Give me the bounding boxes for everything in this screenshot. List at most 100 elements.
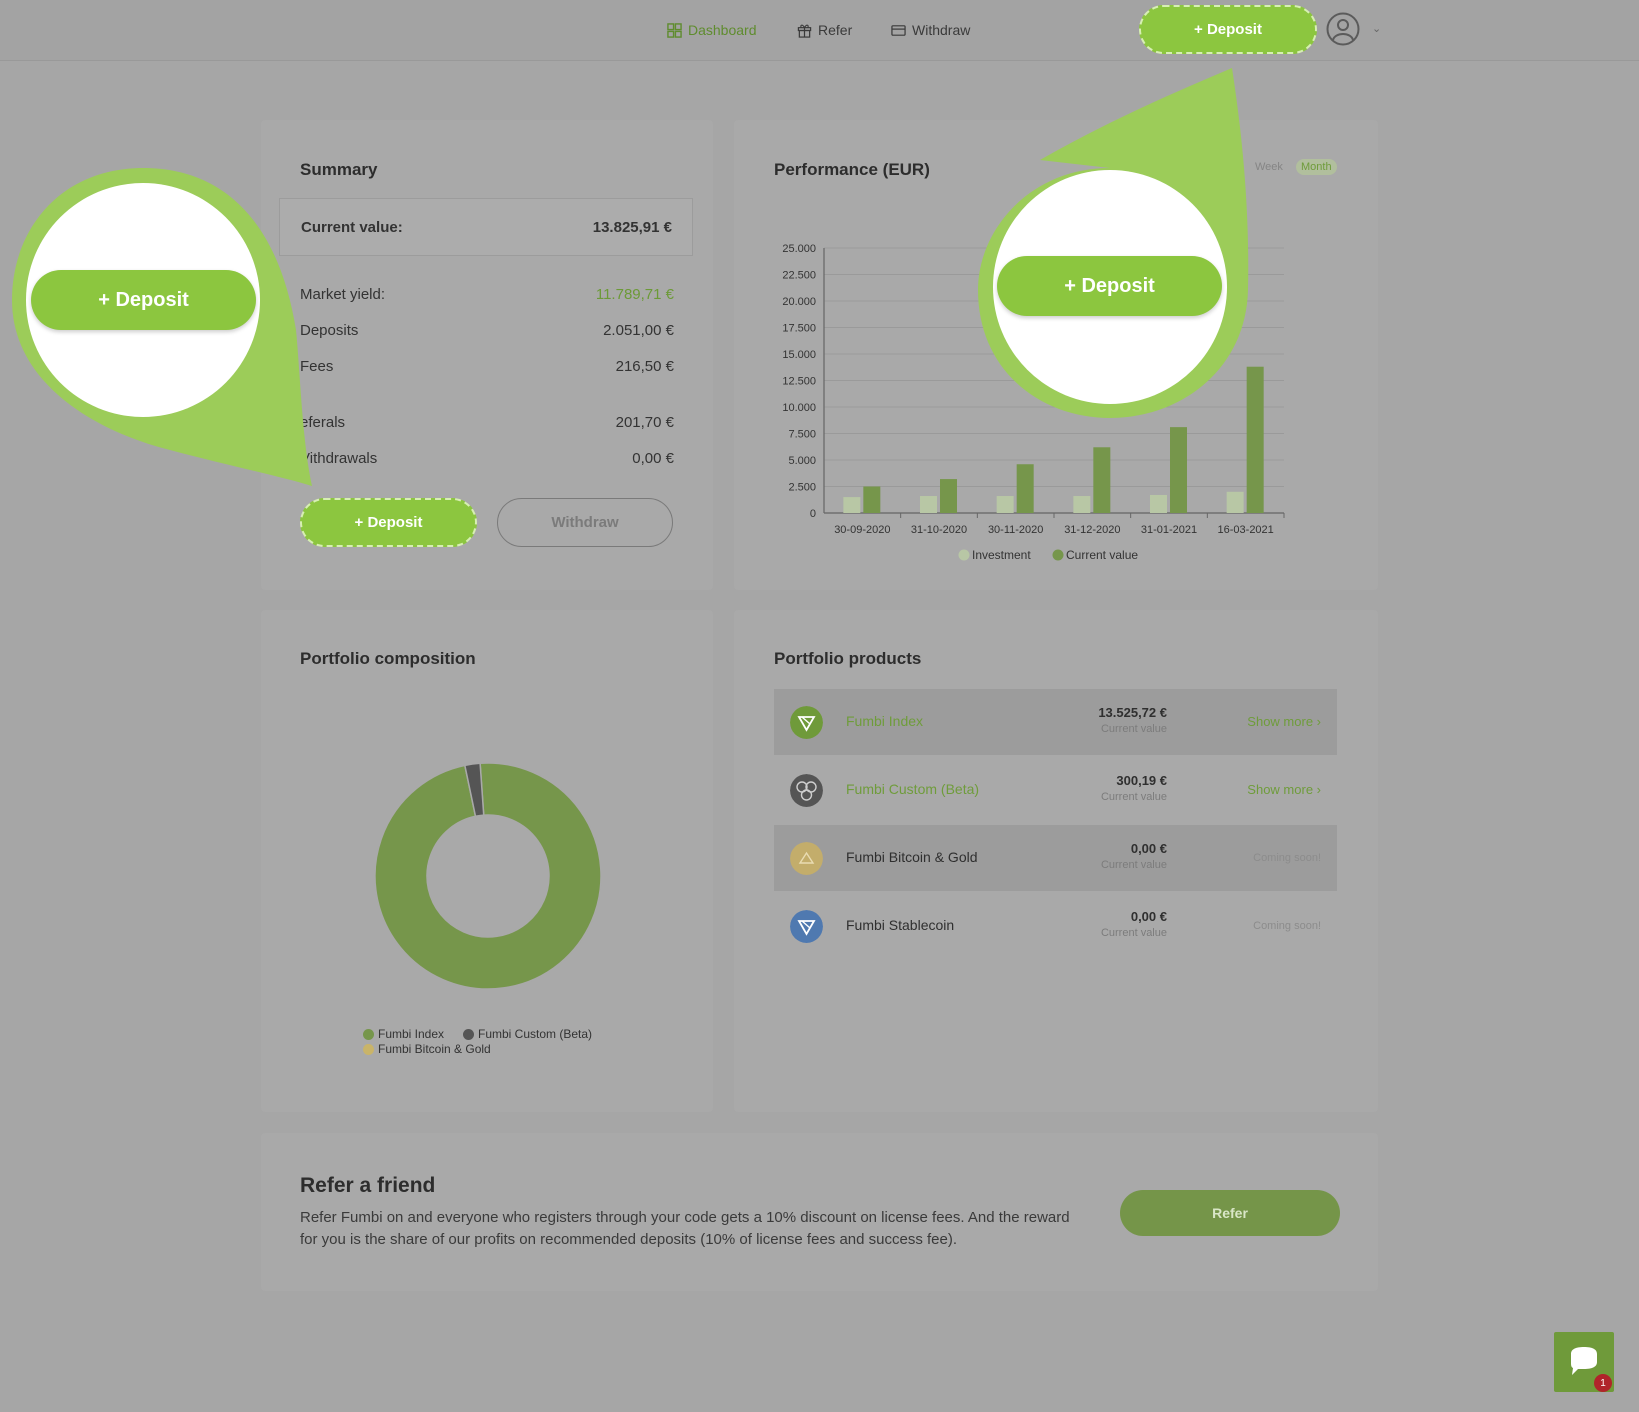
user-avatar-icon[interactable] [1326,12,1360,46]
current-value-box: Current value: 13.825,91 € [279,198,693,256]
legend-label: Fumbi Custom (Beta) [478,1027,593,1041]
refer-title: Refer a friend [300,1174,436,1197]
coming-soon-label: Coming soon! [1253,920,1321,932]
legend-label: Fumbi Bitcoin & Gold [378,1042,491,1056]
chevron-down-icon[interactable]: ⌄ [1372,23,1382,35]
bar-investment [1226,491,1244,513]
bar-investment [920,496,937,513]
product-value-caption: Current value [1100,927,1167,939]
callout-deposit-button-left[interactable]: + Deposit [31,270,256,330]
legend-swatch [1052,549,1064,561]
fumbi-index-icon [790,706,823,739]
show-more-link[interactable]: Show more › [1247,714,1321,729]
callout-deposit-button-right[interactable]: + Deposit [997,256,1222,316]
portfolio-donut-chart [374,762,602,990]
product-value-caption: Current value [1100,723,1167,735]
legend-label: Current value [1066,548,1138,562]
product-value: 300,19 € [1116,773,1167,788]
row-value: 2.051,00 € [603,322,674,339]
y-tick-label: 17.500 [782,323,816,335]
y-tick-label: 0 [810,508,816,520]
row-value: 201,70 € [615,414,674,431]
product-value: 0,00 € [1130,841,1167,856]
toggle-month[interactable]: Month [1296,159,1337,175]
deposits-row: Deposits 2.051,00 € [300,322,674,339]
x-tick-label: 31-10-2020 [911,524,967,536]
chat-notification-badge: 1 [1594,1374,1612,1392]
y-tick-label: 22.500 [782,270,816,282]
product-value-caption: Current value [1100,791,1167,803]
market-yield-row: Market yield: 11.789,71 € [300,286,674,303]
referals-row: eferals 201,70 € [300,414,674,431]
composition-card [261,610,713,1112]
nav-withdraw-label: Withdraw [912,22,971,38]
product-row-fumbi-custom[interactable]: Fumbi Custom (Beta) 300,19 € Current val… [774,757,1337,823]
summary-withdraw-button[interactable]: Withdraw [497,498,673,547]
nav-dashboard[interactable]: Dashboard [667,20,757,40]
coming-soon-label: Coming soon! [1253,852,1321,864]
bar-investment [1073,496,1091,513]
withdrawals-row: Vithdrawals 0,00 € [300,450,674,467]
current-value-label: Current value: [301,219,403,236]
bar-investment [996,496,1014,513]
y-tick-label: 10.000 [782,402,816,414]
bar-current-value [863,486,881,513]
current-value-amount: 13.825,91 € [592,219,672,236]
summary-title: Summary [300,160,378,179]
fees-row: Fees 216,50 € [300,358,674,375]
header-deposit-button[interactable]: + Deposit [1139,5,1317,54]
donut-slice [374,762,602,990]
x-tick-label: 31-12-2020 [1064,524,1120,536]
legend-fumbi-custom: Fumbi Custom (Beta) [463,1027,592,1041]
y-tick-label: 20.000 [782,296,816,308]
product-row-fumbi-stablecoin: Fumbi Stablecoin 0,00 € Current value Co… [774,893,1337,959]
product-name: Fumbi Bitcoin & Gold [846,849,978,865]
card-icon [891,24,906,36]
product-value: 13.525,72 € [1098,705,1167,720]
product-value: 0,00 € [1130,909,1167,924]
nav-dashboard-label: Dashboard [688,22,757,38]
fumbi-stablecoin-icon [790,910,823,943]
products-title: Portfolio products [774,649,922,668]
row-label: Deposits [300,322,359,339]
product-value-caption: Current value [1100,859,1167,871]
gift-icon [797,24,812,38]
product-name: Fumbi Stablecoin [846,917,955,933]
donut-slice [463,762,485,818]
bar-current-value [1016,464,1034,513]
summary-deposit-button[interactable]: + Deposit [300,498,477,547]
row-label: Vithdrawals [300,450,378,467]
grid-icon [667,22,682,38]
nav-withdraw[interactable]: Withdraw [891,20,970,40]
product-row-fumbi-bitcoin-gold: Fumbi Bitcoin & Gold 0,00 € Current valu… [774,825,1337,891]
y-tick-label: 25.000 [782,243,816,255]
product-name[interactable]: Fumbi Custom (Beta) [846,781,980,797]
x-tick-label: 30-09-2020 [834,524,890,536]
nav-refer[interactable]: Refer [797,20,852,40]
top-navigation-bar: Dashboard Refer Withdraw [0,0,1639,61]
product-row-fumbi-index[interactable]: Fumbi Index 13.525,72 € Current value Sh… [774,689,1337,755]
bar-current-value [940,479,957,513]
toggle-week[interactable]: Week [1255,161,1283,173]
bar-current-value [1170,427,1187,513]
row-value: 0,00 € [632,450,674,467]
x-tick-label: 16-03-2021 [1218,524,1274,536]
refer-description: Refer Fumbi on and everyone who register… [300,1209,1070,1248]
performance-title: Performance (EUR) [774,160,930,179]
row-label: Market yield: [300,286,386,303]
y-tick-label: 7.500 [788,429,816,441]
product-name[interactable]: Fumbi Index [846,713,924,729]
bar-investment [843,497,861,513]
y-tick-label: 5.000 [788,455,816,467]
bar-current-value [1093,447,1111,513]
y-tick-label: 15.000 [782,349,816,361]
fumbi-bitcoin-gold-icon [790,842,823,875]
refer-button[interactable]: Refer [1120,1190,1340,1236]
x-tick-label: 30-11-2020 [988,524,1043,536]
row-label: eferals [300,414,346,431]
row-label: Fees [300,358,334,375]
fumbi-custom-icon [790,774,823,807]
bar-investment [1150,494,1167,513]
show-more-link[interactable]: Show more › [1247,782,1321,797]
